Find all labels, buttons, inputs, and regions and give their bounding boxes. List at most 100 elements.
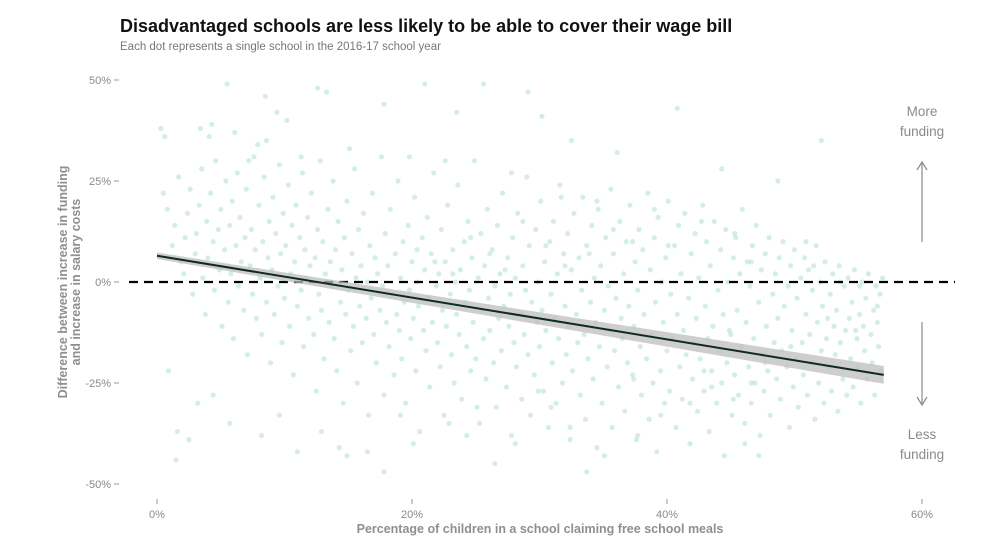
school-point — [232, 129, 238, 136]
school-point — [697, 356, 703, 362]
school-point — [609, 424, 615, 430]
school-point — [385, 263, 391, 269]
school-point — [204, 218, 210, 224]
school-point — [696, 275, 702, 281]
school-point — [406, 154, 413, 160]
school-point — [794, 295, 800, 301]
school-point — [850, 384, 856, 390]
school-point — [663, 255, 669, 261]
school-point — [692, 230, 698, 237]
school-point — [528, 412, 534, 418]
school-point — [381, 101, 387, 107]
school-point — [380, 283, 386, 289]
school-point — [674, 311, 680, 317]
school-point — [742, 441, 748, 447]
school-point — [868, 331, 874, 338]
school-point — [665, 198, 671, 204]
school-point — [594, 198, 600, 204]
school-point — [369, 190, 376, 196]
school-point — [879, 275, 886, 281]
school-point — [334, 368, 340, 374]
school-point — [363, 315, 369, 321]
school-point — [281, 295, 288, 301]
school-point — [788, 344, 794, 350]
school-point — [524, 174, 530, 180]
school-point — [526, 243, 532, 249]
school-point — [632, 259, 638, 265]
school-point — [603, 235, 609, 241]
school-point — [711, 218, 717, 224]
school-point — [417, 428, 423, 435]
y-tick-label: 0% — [95, 277, 111, 289]
school-point — [330, 178, 336, 184]
school-point — [520, 263, 526, 269]
school-point — [482, 263, 488, 269]
school-point — [872, 392, 878, 398]
school-point — [341, 235, 347, 241]
school-point — [313, 388, 319, 394]
school-point — [301, 344, 307, 350]
school-point — [279, 340, 285, 346]
school-point — [512, 275, 518, 281]
school-point — [582, 416, 589, 422]
school-point — [780, 239, 786, 245]
school-point — [573, 311, 580, 317]
school-point — [543, 327, 549, 334]
school-point — [320, 239, 326, 245]
school-point — [450, 271, 456, 277]
school-point — [197, 125, 203, 132]
school-point — [536, 344, 543, 350]
school-point — [400, 239, 406, 245]
school-point — [312, 255, 318, 261]
less-funding-annotation-line-2: funding — [900, 447, 944, 462]
school-point — [464, 344, 470, 350]
school-point — [410, 441, 416, 447]
school-point — [772, 271, 779, 277]
school-point — [510, 235, 516, 241]
school-point — [568, 267, 575, 273]
school-point — [876, 344, 882, 350]
school-point — [375, 271, 381, 277]
school-point — [805, 267, 812, 273]
school-point — [176, 174, 182, 180]
school-point — [749, 243, 756, 249]
school-point — [706, 428, 712, 435]
school-point — [831, 323, 837, 329]
school-point — [493, 404, 499, 410]
school-point — [623, 239, 629, 245]
school-point — [399, 356, 405, 362]
school-point — [250, 291, 256, 297]
school-point — [261, 174, 267, 180]
school-point — [209, 121, 215, 127]
school-point — [442, 158, 448, 164]
school-point — [508, 432, 514, 439]
school-point — [386, 344, 392, 350]
school-point — [565, 230, 571, 237]
school-point — [508, 170, 514, 176]
school-point — [589, 222, 595, 228]
school-point — [498, 348, 504, 354]
school-point — [859, 279, 865, 285]
school-point — [612, 348, 618, 354]
school-point — [795, 404, 801, 410]
school-point — [316, 291, 322, 297]
school-point — [775, 178, 781, 184]
school-point — [776, 255, 782, 261]
school-point — [599, 400, 605, 406]
school-point — [513, 364, 520, 370]
school-point — [420, 327, 427, 334]
school-point — [244, 352, 251, 358]
school-point — [729, 412, 735, 418]
school-point — [431, 170, 437, 176]
school-point — [832, 352, 838, 358]
school-point — [230, 336, 237, 342]
school-point — [858, 400, 864, 406]
school-point — [851, 267, 858, 273]
school-point — [394, 311, 400, 317]
school-point — [182, 235, 188, 241]
school-point — [364, 449, 370, 455]
school-point — [223, 178, 229, 184]
school-point — [271, 311, 277, 317]
school-point — [821, 400, 827, 406]
school-point — [827, 291, 833, 297]
